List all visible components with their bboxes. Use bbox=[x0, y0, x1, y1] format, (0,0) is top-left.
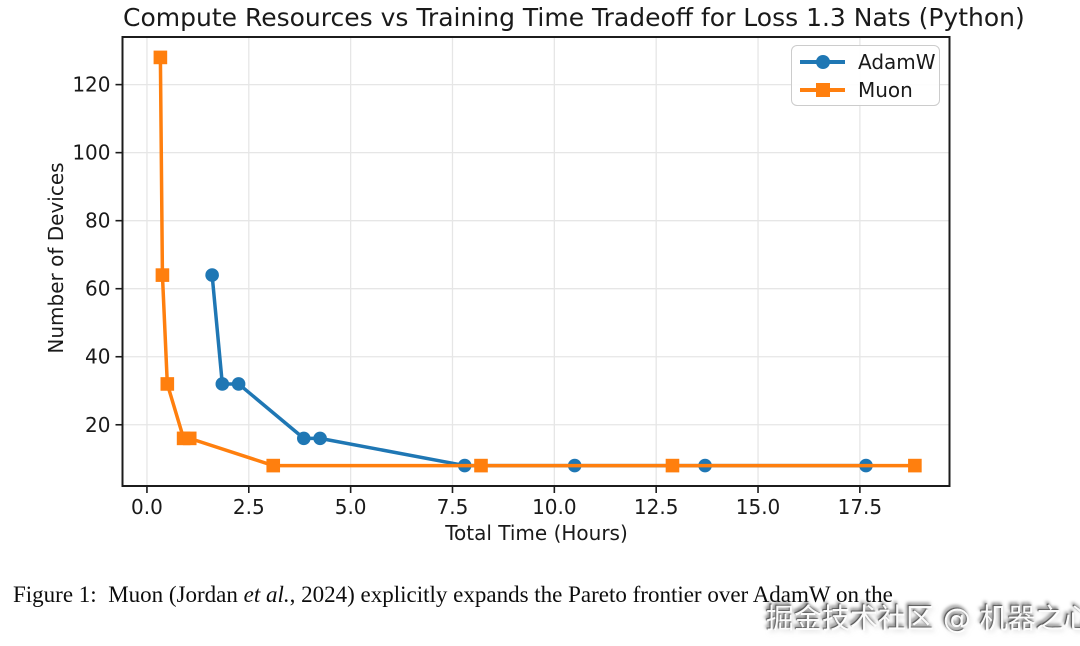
circle-marker-icon bbox=[815, 54, 830, 69]
legend-label-adamw: AdamW bbox=[858, 49, 936, 74]
caption-et-al: et al. bbox=[243, 582, 290, 607]
data-point-circle bbox=[313, 431, 327, 446]
watermark-text: 掘金技术社区 @ 机器之心 bbox=[766, 602, 1080, 635]
legend-line-adamw bbox=[800, 54, 845, 69]
plot-spines bbox=[121, 36, 951, 487]
data-point-circle bbox=[205, 268, 219, 282]
square-marker-icon bbox=[815, 82, 830, 97]
caption-line1-pre: Figure 1: Muon (Jordan bbox=[13, 582, 244, 607]
series-muon bbox=[153, 50, 922, 473]
data-point-square bbox=[160, 377, 175, 391]
caption-line1-post: , 2024) explicitly expands the Pareto fr… bbox=[289, 582, 893, 607]
chart-title: Compute Resources vs Training Time Trade… bbox=[123, 3, 1025, 32]
y-axis-title: Number of Devices bbox=[44, 162, 68, 354]
y-tick-label: 60 bbox=[85, 277, 110, 301]
x-tick-label: 0.0 bbox=[131, 495, 163, 519]
data-point-square bbox=[266, 458, 281, 473]
x-tick-label: 10.0 bbox=[532, 495, 577, 519]
y-tick-label: 40 bbox=[85, 345, 110, 369]
data-point-square bbox=[182, 431, 197, 446]
data-point-square bbox=[474, 458, 488, 473]
data-point-circle bbox=[296, 431, 311, 446]
x-tick-label: 15.0 bbox=[736, 495, 781, 519]
x-tick-label: 12.5 bbox=[634, 495, 679, 519]
legend-item-muon: Muon bbox=[800, 78, 929, 102]
plot-area bbox=[122, 37, 950, 486]
y-tick-label: 80 bbox=[85, 209, 110, 233]
x-axis-title: Total Time (Hours) bbox=[445, 521, 628, 545]
data-point-circle bbox=[231, 377, 246, 391]
caption-line2: compute-time tradeoff by retaining data … bbox=[36, 644, 685, 646]
y-tick-label: 20 bbox=[85, 413, 110, 437]
tick-marks bbox=[115, 83, 861, 493]
y-tick-label: 120 bbox=[72, 73, 110, 97]
data-point-square bbox=[665, 458, 680, 473]
legend-item-adamw: AdamW bbox=[800, 50, 936, 74]
x-tick-label: 5.0 bbox=[335, 495, 367, 519]
legend-label-muon: Muon bbox=[858, 77, 913, 102]
data-point-square bbox=[908, 458, 922, 473]
data-point-square bbox=[153, 50, 168, 65]
x-tick-label: 7.5 bbox=[437, 495, 469, 519]
x-tick-label: 17.5 bbox=[838, 495, 883, 519]
data-point-square bbox=[155, 268, 170, 282]
tick-labels: 0.0 2.5 5.0 7.5 10.0 12.5 15.0 17.5 20 40 60 80 100 1… bbox=[72, 73, 882, 519]
x-tick-label: 2.5 bbox=[233, 495, 265, 519]
gridlines bbox=[122, 37, 950, 486]
data-point-circle bbox=[215, 377, 230, 391]
legend-line-muon bbox=[800, 82, 845, 97]
y-tick-label: 100 bbox=[72, 141, 110, 165]
figure-caption: Figure 1: Muon (Jordan et al., 2024) exp… bbox=[13, 579, 1073, 646]
chart-canvas: 0.0 2.5 5.0 7.5 10.0 12.5 15.0 17.5 20 40 60 80 100 1… bbox=[72, 36, 951, 519]
chart-legend: AdamW Muon bbox=[791, 45, 940, 106]
